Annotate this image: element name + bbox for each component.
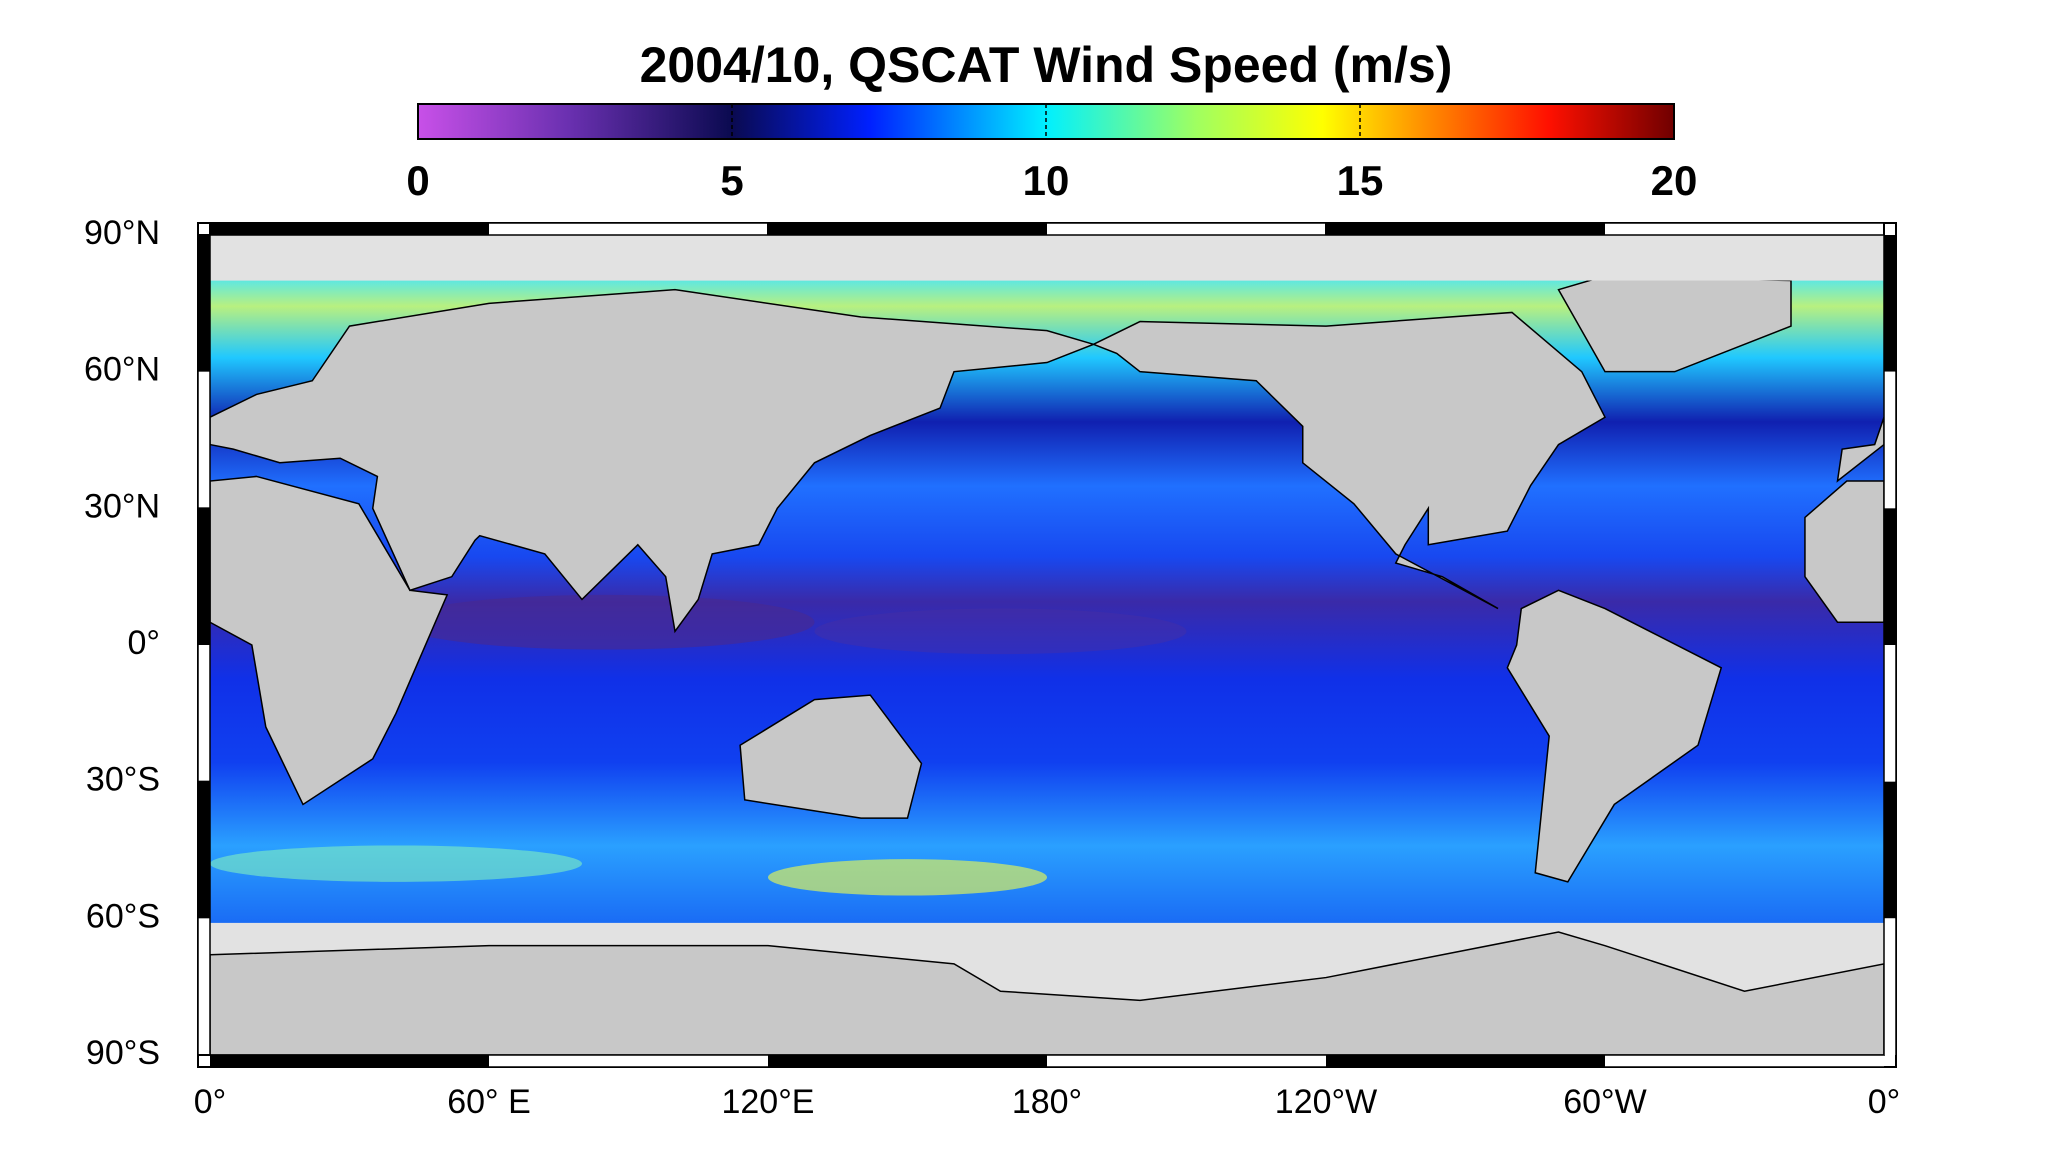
border-band [210,223,489,235]
low-wind [396,594,815,650]
chart-title: 2004/10, QSCAT Wind Speed (m/s) [640,37,1453,93]
y-tick-label: 60°N [84,351,160,389]
border-band [1884,645,1896,782]
y-tick-label: 0° [127,624,160,662]
colorbar-tick-label: 15 [1337,157,1384,204]
x-tick-label: 180° [1012,1083,1082,1121]
border-band [768,223,1047,235]
border-band [1047,223,1326,235]
border-band [768,1055,1047,1067]
border-band [1884,371,1896,509]
low-wind [814,608,1187,655]
y-tick-label: 90°S [86,1034,160,1072]
x-tick-label: 120°W [1275,1083,1377,1121]
border-band [1326,223,1605,235]
high-wind [768,859,1047,896]
border-band [210,1055,489,1067]
map-body [210,234,1884,1055]
x-tick-label: 0° [194,1083,227,1121]
border-band [1605,223,1884,235]
x-tick-label: 120°E [721,1083,814,1121]
border-band [1884,508,1896,645]
border-band [489,1055,768,1067]
colorbar-ticks [417,104,1675,139]
map-frame-outline [197,222,1897,1068]
x-tick-label: 60°W [1563,1083,1647,1121]
x-tick-label: 0° [1868,1083,1901,1121]
border-band [1047,1055,1326,1067]
colorbar-tick-label: 5 [720,157,743,204]
colorbar-tick-label: 10 [1023,157,1070,204]
border-band [198,781,210,919]
border-band [1884,918,1896,1055]
colorbar-tick-label: 0 [406,157,429,204]
border-band [1884,781,1896,919]
border-band [1884,235,1896,372]
border-band [489,223,768,235]
border-band [1605,1055,1884,1067]
colorbar-tick-label: 20 [1651,157,1698,204]
map-border [197,222,1897,1068]
y-tick-label: 60°S [86,897,160,935]
border-band [1326,1055,1605,1067]
border-band [198,235,210,372]
border-band [198,371,210,509]
map-outline [209,234,1885,1056]
axis-labels: 0 5 10 15 20 0° 60° E 120°E 180° 120°W 60°W 0° 90°N 6… [84,157,1900,1121]
x-tick-label: 60° E [447,1083,531,1121]
border-band [198,508,210,645]
y-tick-label: 90°N [84,214,160,252]
high-wind [210,845,582,882]
y-tick-label: 30°N [84,487,160,525]
border-band [198,645,210,782]
y-tick-label: 30°S [86,761,160,799]
border-band [198,918,210,1055]
